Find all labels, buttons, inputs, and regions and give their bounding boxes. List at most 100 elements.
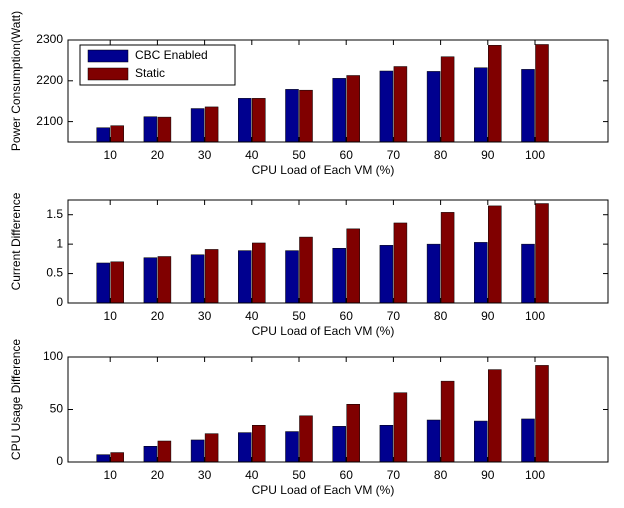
x-tick-label: 100 xyxy=(525,309,545,323)
bar xyxy=(393,392,408,463)
y-axis-label: Power Consumption(Watt) xyxy=(9,11,23,151)
x-tick-label: 60 xyxy=(340,468,354,482)
bar xyxy=(252,242,266,304)
bar xyxy=(488,205,502,304)
bar xyxy=(252,425,266,463)
bar xyxy=(299,415,313,463)
bar xyxy=(252,98,266,143)
bar xyxy=(535,203,549,304)
x-tick-label: 70 xyxy=(387,309,401,323)
y-tick-label: 2300 xyxy=(36,32,63,46)
y-tick-label: 0.5 xyxy=(46,266,63,280)
x-tick-label: 80 xyxy=(434,468,448,482)
bar xyxy=(440,212,455,304)
legend-label: Static xyxy=(135,66,165,80)
x-tick-label: 10 xyxy=(104,148,118,162)
y-axis-label: CPU Usage Difference xyxy=(9,339,23,460)
bar xyxy=(143,257,158,304)
bar xyxy=(143,446,158,463)
bar xyxy=(379,425,394,463)
bar xyxy=(393,222,408,304)
bar xyxy=(157,116,172,143)
bar xyxy=(474,242,488,304)
bar xyxy=(285,431,299,463)
bar xyxy=(379,70,394,143)
y-axis-label: Current Difference xyxy=(9,192,23,290)
x-tick-label: 60 xyxy=(340,148,354,162)
bar xyxy=(521,418,535,463)
y-tick-label: 50 xyxy=(50,402,64,416)
bar xyxy=(157,440,172,463)
bar xyxy=(426,243,441,304)
bar xyxy=(238,250,252,304)
legend-swatch xyxy=(87,49,129,63)
bar xyxy=(238,432,252,463)
x-tick-label: 50 xyxy=(292,148,306,162)
bar xyxy=(96,127,110,143)
bar xyxy=(238,98,252,143)
y-tick-label: 100 xyxy=(43,349,63,363)
bar xyxy=(440,56,455,143)
x-tick-label: 90 xyxy=(481,309,495,323)
bar xyxy=(143,116,158,143)
x-tick-label: 40 xyxy=(245,148,259,162)
bar xyxy=(488,369,502,463)
bar xyxy=(110,125,124,143)
bar xyxy=(285,250,299,304)
x-tick-label: 30 xyxy=(198,309,212,323)
x-axis-label: CPU Load of Each VM (%) xyxy=(252,324,395,338)
x-axis-label: CPU Load of Each VM (%) xyxy=(252,163,395,177)
bar xyxy=(190,439,205,463)
bar xyxy=(204,106,219,143)
bar xyxy=(332,426,346,463)
bar xyxy=(535,365,549,463)
bar xyxy=(393,66,408,143)
x-tick-label: 90 xyxy=(481,148,495,162)
x-tick-label: 60 xyxy=(340,309,354,323)
bar xyxy=(299,89,313,143)
bar xyxy=(332,248,346,304)
bar xyxy=(488,45,502,143)
x-tick-label: 70 xyxy=(387,148,401,162)
bar xyxy=(521,243,535,304)
bar xyxy=(285,89,299,143)
bar xyxy=(521,69,535,143)
bar xyxy=(157,256,172,304)
x-tick-label: 100 xyxy=(525,468,545,482)
x-tick-label: 10 xyxy=(104,309,118,323)
bar xyxy=(535,44,549,143)
x-tick-label: 20 xyxy=(151,468,165,482)
y-tick-label: 0 xyxy=(56,295,63,309)
bar xyxy=(96,262,110,304)
bar xyxy=(110,452,124,463)
bar xyxy=(204,249,219,304)
bar xyxy=(204,433,219,463)
bar xyxy=(379,245,394,304)
x-tick-label: 100 xyxy=(525,148,545,162)
x-tick-label: 50 xyxy=(292,309,306,323)
bar xyxy=(474,420,488,463)
x-tick-label: 30 xyxy=(198,148,212,162)
y-tick-label: 1 xyxy=(56,236,63,250)
y-tick-label: 2200 xyxy=(36,73,63,87)
y-tick-label: 2100 xyxy=(36,114,63,128)
y-tick-label: 1.5 xyxy=(46,207,63,221)
legend-label: CBC Enabled xyxy=(135,48,208,62)
bar xyxy=(332,78,346,143)
bar xyxy=(440,380,455,463)
x-tick-label: 80 xyxy=(434,309,448,323)
x-tick-label: 10 xyxy=(104,468,118,482)
x-tick-label: 30 xyxy=(198,468,212,482)
x-tick-label: 20 xyxy=(151,309,165,323)
x-axis-label: CPU Load of Each VM (%) xyxy=(252,483,395,497)
bar xyxy=(110,261,124,304)
x-tick-label: 80 xyxy=(434,148,448,162)
plot-frame xyxy=(67,199,609,304)
bar xyxy=(346,404,360,463)
plot-frame xyxy=(67,356,609,463)
bar xyxy=(299,236,313,304)
bar xyxy=(190,108,205,143)
bar xyxy=(426,71,441,143)
bar xyxy=(346,228,360,304)
